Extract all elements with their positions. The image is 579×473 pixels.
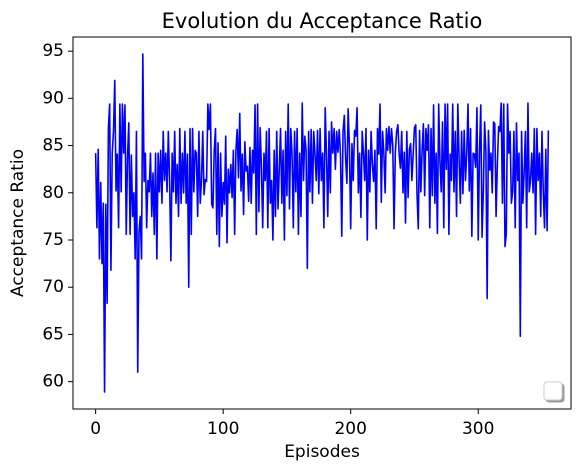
- x-axis-label: Episodes: [284, 442, 360, 462]
- chart-title: Evolution du Acceptance Ratio: [162, 9, 483, 33]
- y-tick-label: 60: [42, 372, 64, 392]
- legend: [543, 381, 563, 401]
- y-tick-label: 80: [42, 183, 64, 203]
- data-line: [94, 53, 550, 393]
- x-tick-label: 0: [90, 419, 101, 439]
- y-axis-label: Acceptance Ratio: [8, 149, 28, 297]
- y-tick-label: 75: [42, 230, 64, 250]
- x-tick-label: 100: [207, 419, 239, 439]
- y-tick-label: 90: [42, 88, 64, 108]
- x-tick-label: 300: [462, 419, 494, 439]
- y-tick-label: 95: [42, 41, 64, 61]
- plot-frame: [72, 36, 572, 410]
- plot-area: [94, 53, 550, 393]
- y-tick-label: 65: [42, 324, 64, 344]
- y-tick-label: 85: [42, 136, 64, 156]
- x-tick-label: 200: [334, 419, 366, 439]
- y-tick-label: 70: [42, 277, 64, 297]
